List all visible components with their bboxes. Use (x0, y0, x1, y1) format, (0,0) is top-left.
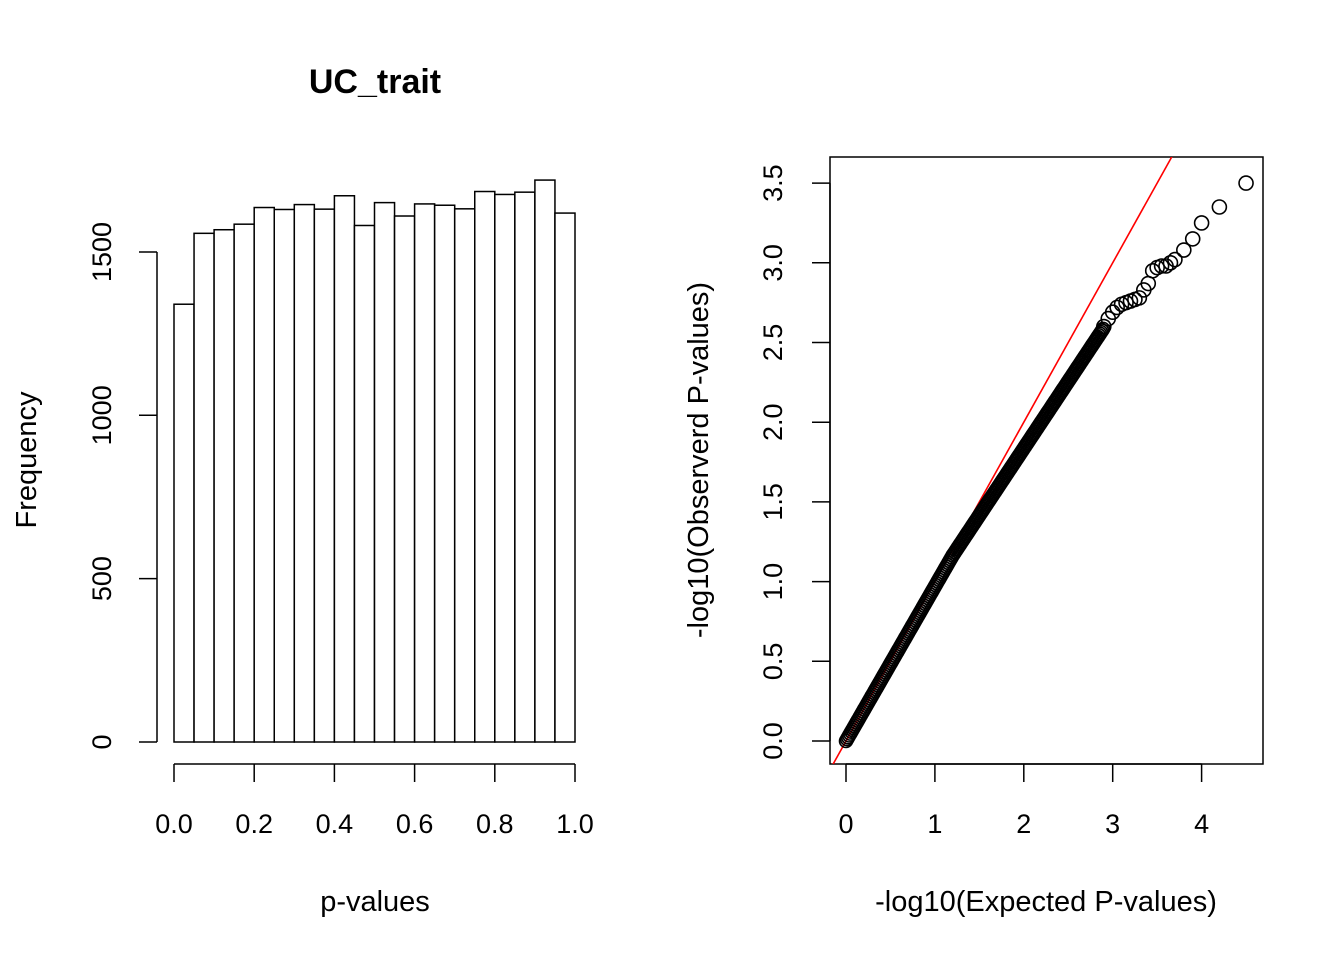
histogram-bar (474, 190, 496, 743)
qq-point (1109, 299, 1125, 316)
qq-point (1162, 254, 1179, 271)
qq-point (1104, 304, 1121, 321)
histogram-x-tick-label: 0.4 (316, 809, 354, 839)
qq-y-tick-label: 2.5 (758, 324, 788, 362)
qq-point (1176, 242, 1192, 258)
qq-x-tick-label: 3 (1105, 809, 1120, 839)
qq-point (1238, 175, 1254, 191)
histogram-panel: UC_trait 0.0 0.2 0.4 0.6 0.8 1.0 0 500 1000 1500… (11, 63, 594, 918)
histogram-bar (534, 179, 556, 743)
qq-x-tick-label: 4 (1194, 809, 1209, 839)
histogram-bar (273, 208, 296, 743)
histogram-bar (213, 228, 235, 743)
histogram-bar (373, 201, 396, 743)
histogram-x-axis: 0.0 0.2 0.4 0.6 0.8 1.0 (155, 763, 594, 839)
qq-point (1144, 262, 1161, 279)
histogram-bar (333, 195, 356, 743)
qq-plot-panel: 0 1 2 3 4 0.0 0.5 1.0 1.5 2.0 2.5 3.0 3.5 -log10(Ex… (683, 156, 1264, 918)
histogram-bar (393, 215, 416, 743)
histogram-bar (413, 203, 436, 743)
qq-points (838, 175, 1254, 749)
histogram-title: UC_trait (309, 63, 441, 101)
qq-point (1094, 323, 1110, 338)
qq-point (1193, 215, 1210, 231)
histogram-bar (313, 208, 336, 743)
histogram-bar (253, 206, 275, 743)
qq-point (1096, 318, 1112, 335)
histogram-x-tick-label: 0.0 (155, 809, 193, 839)
qq-x-tick-label: 0 (838, 809, 853, 839)
histogram-bar (554, 212, 576, 743)
qq-y-tick-label: 0.0 (758, 722, 788, 760)
qq-y-tick-label: 2.0 (758, 403, 788, 441)
qq-y-axis: 0.0 0.5 1.0 1.5 2.0 2.5 3.0 3.5 (758, 164, 831, 760)
qq-point (1131, 290, 1148, 306)
histogram-y-tick-label: 0 (87, 734, 117, 749)
histogram-x-tick-label: 0.2 (235, 809, 273, 839)
histogram-bar (514, 191, 536, 743)
qq-point (1153, 258, 1170, 274)
qq-plot-box (829, 156, 1264, 765)
qq-y-tick-label: 1.0 (758, 563, 788, 601)
histogram-x-tick-label: 0.8 (476, 809, 514, 839)
qq-x-tick-label: 1 (927, 809, 942, 839)
histogram-bar (353, 224, 376, 743)
qq-x-tick-label: 2 (1016, 809, 1031, 839)
histogram-y-tick-label: 500 (87, 556, 117, 601)
histogram-y-tick-label: 1000 (87, 385, 117, 445)
qq-y-tick-label: 3.0 (758, 244, 788, 282)
qq-point (1211, 199, 1228, 215)
histogram-bar (173, 303, 195, 743)
histogram-y-tick-label: 1500 (87, 222, 117, 282)
histogram-x-axis-label: p-values (320, 886, 430, 918)
qq-point (1184, 231, 1201, 247)
histogram-bar (193, 232, 215, 743)
histogram-y-axis-label: Frequency (11, 391, 43, 529)
histogram-bar (453, 208, 476, 743)
qq-y-axis-label: -log10(Observerd P-values) (683, 282, 715, 638)
qq-y-tick-label: 1.5 (758, 483, 788, 521)
histogram-bar (433, 204, 456, 743)
qq-x-axis: 0 1 2 3 4 (838, 763, 1209, 839)
histogram-y-axis: 0 500 1000 1500 (87, 222, 158, 750)
histogram-bar (233, 223, 255, 743)
histogram-x-tick-label: 0.6 (396, 809, 434, 839)
qq-y-tick-label: 0.5 (758, 643, 788, 681)
qq-point (1167, 251, 1183, 268)
qq-y-tick-label: 3.5 (758, 164, 788, 202)
histogram-bar (494, 193, 516, 743)
histogram-bar (293, 203, 316, 743)
qq-x-axis-label: -log10(Expected P-values) (875, 886, 1217, 918)
histogram-x-tick-label: 1.0 (556, 809, 594, 839)
histogram-bars (173, 179, 576, 743)
